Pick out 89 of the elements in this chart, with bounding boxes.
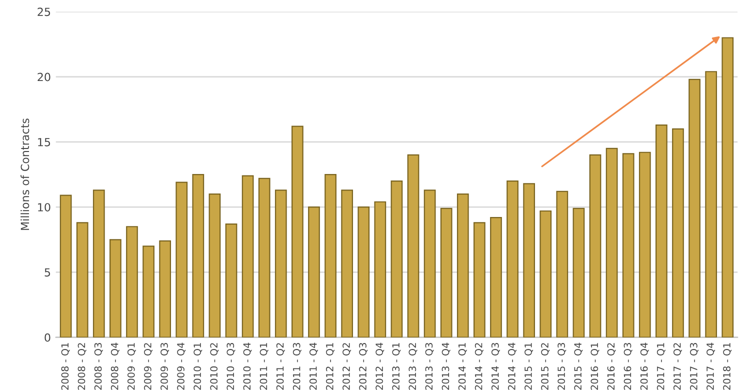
bar	[208, 194, 221, 338]
x-tick-label: 2013 - Q1	[392, 343, 401, 390]
bar	[110, 239, 122, 338]
bar	[292, 126, 304, 338]
x-tick-label: 2013 - Q3	[425, 342, 434, 390]
bar	[274, 190, 287, 338]
bar	[424, 190, 436, 338]
x-tick-label: 2014 - Q1	[458, 343, 467, 390]
y-tick-label: 0	[44, 333, 50, 342]
y-tick-label: 5	[44, 268, 50, 277]
x-tick-label: 2016 - Q3	[624, 342, 632, 390]
x-tick-label: 2018 - Q1	[723, 343, 732, 390]
bar	[341, 190, 354, 338]
x-tick-label: 2017 - Q3	[690, 342, 698, 390]
x-tick-label: 2011 - Q2	[276, 343, 285, 390]
bar	[523, 183, 536, 338]
x-tick-label: 2013 - Q4	[442, 342, 450, 390]
bar	[374, 201, 386, 338]
x-tick-label: 2012 - Q2	[342, 343, 352, 390]
bar	[390, 180, 403, 338]
bar	[606, 148, 618, 338]
y-tick-label: 20	[38, 72, 50, 82]
y-tick-label: 15	[38, 138, 50, 146]
x-tick-label: 2016 - Q4	[640, 342, 649, 390]
x-tick-label: 2010 - Q2	[210, 343, 219, 390]
bar	[490, 216, 502, 338]
bar	[506, 180, 518, 338]
x-tick-label: 2015 - Q4	[574, 342, 583, 390]
x-tick-label: 2016 - Q2	[607, 343, 616, 390]
bar	[440, 208, 452, 338]
bar	[656, 124, 668, 338]
x-tick-label: 2014 - Q4	[508, 342, 516, 390]
bar	[540, 210, 552, 338]
bar	[142, 246, 154, 338]
x-tick-label: 2010 - Q4	[243, 342, 252, 390]
bar	[456, 194, 469, 338]
bar	[159, 240, 172, 338]
bar	[308, 206, 320, 338]
bar	[572, 208, 585, 338]
bar	[722, 37, 734, 338]
bar	[258, 178, 270, 338]
x-tick-label: 2013 - Q2	[408, 343, 418, 390]
x-tick-label: 2017 - Q1	[656, 343, 666, 390]
x-tick-label: 2016 - Q1	[590, 343, 600, 390]
bar	[407, 154, 420, 338]
x-tick-label: 2010 - Q3	[226, 342, 236, 390]
x-tick-label: 2009 - Q1	[127, 343, 136, 390]
x-tick-label: 2008 - Q4	[110, 342, 120, 390]
x-tick-label: 2011 - Q3	[292, 342, 302, 390]
x-tick-label: 2008 - Q1	[61, 343, 70, 390]
bar	[192, 174, 204, 338]
bar	[76, 222, 88, 338]
bar	[126, 226, 138, 338]
bar	[556, 190, 568, 338]
bar	[688, 78, 700, 338]
bar	[242, 175, 254, 338]
bar	[672, 128, 684, 338]
x-tick-label: 2010 - Q1	[194, 343, 202, 390]
y-tick-label: 10	[38, 203, 50, 212]
x-tick-label: 2009 - Q2	[144, 343, 152, 390]
x-tick-label: 2008 - Q2	[78, 343, 86, 390]
x-tick-label: 2014 - Q3	[491, 342, 500, 390]
x-tick-label: 2017 - Q2	[673, 343, 682, 390]
bar	[358, 206, 370, 338]
y-axis-title: Millions of Contracts	[20, 118, 30, 230]
x-tick-label: 2015 - Q3	[558, 342, 566, 390]
x-tick-label: 2011 - Q1	[260, 343, 268, 390]
x-tick-label: 2009 - Q4	[177, 342, 186, 390]
bar	[324, 174, 336, 338]
x-tick-label: 2012 - Q1	[326, 343, 334, 390]
bar	[638, 152, 651, 338]
bar	[176, 182, 188, 338]
x-tick-label: 2011 - Q4	[309, 342, 318, 390]
bar	[589, 154, 602, 338]
x-tick-label: 2015 - Q1	[524, 343, 534, 390]
x-tick-label: 2017 - Q4	[706, 342, 716, 390]
y-tick-label: 25	[38, 8, 50, 16]
bar	[225, 223, 238, 338]
x-tick-label: 2012 - Q4	[376, 342, 384, 390]
bar	[474, 222, 486, 338]
x-tick-label: 2008 - Q3	[94, 342, 103, 390]
x-tick-label: 2014 - Q2	[474, 343, 484, 390]
bar	[705, 71, 718, 338]
x-tick-label: 2012 - Q3	[359, 342, 368, 390]
bar	[60, 194, 72, 338]
x-tick-label: 2009 - Q3	[160, 342, 170, 390]
bar	[622, 153, 634, 338]
x-tick-label: 2015 - Q2	[541, 343, 550, 390]
bar	[92, 190, 105, 338]
